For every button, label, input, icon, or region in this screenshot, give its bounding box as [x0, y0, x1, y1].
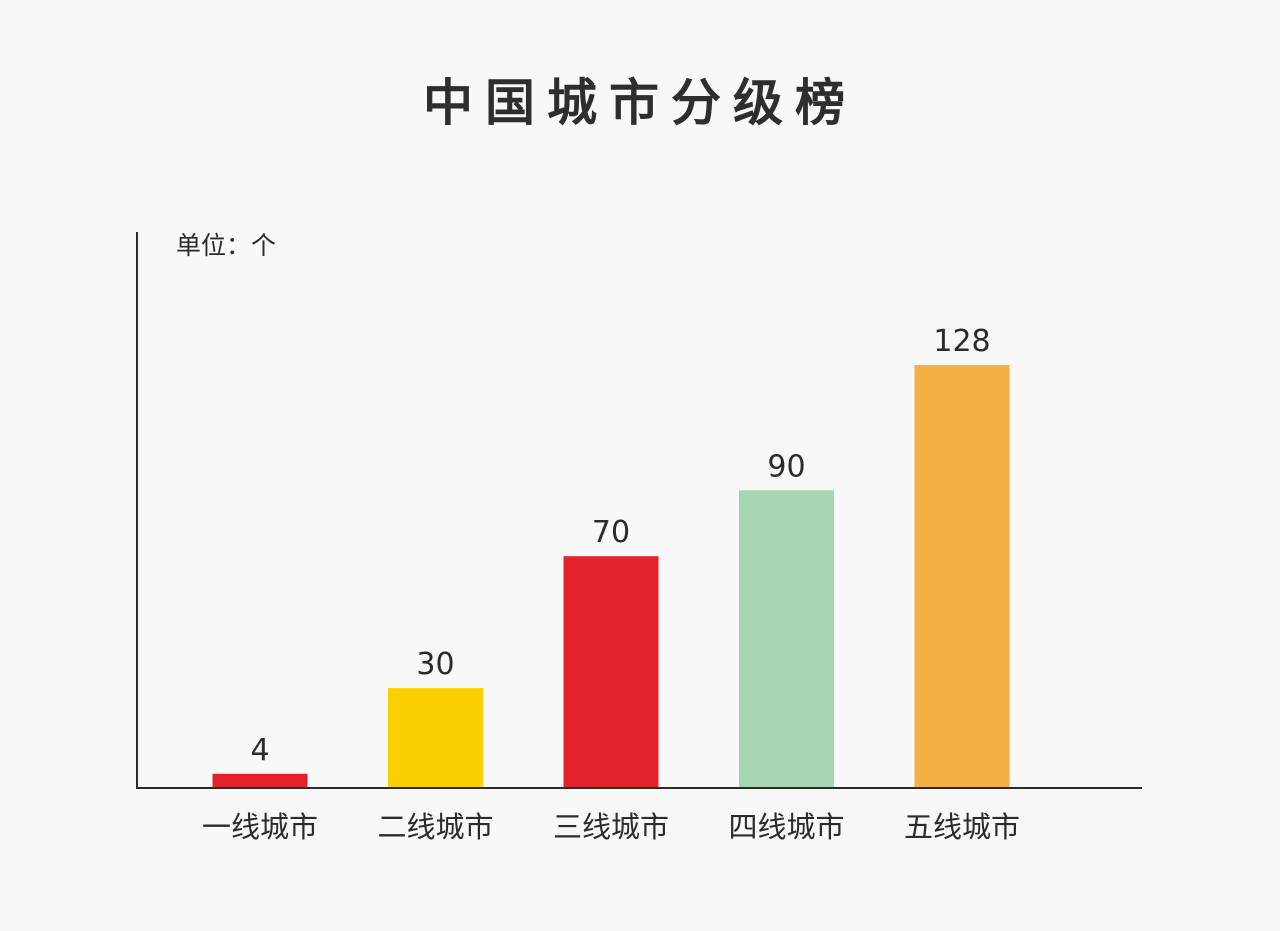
bar-1	[212, 773, 308, 787]
value-label-2: 30	[416, 647, 454, 682]
unit-label: 单位：个	[176, 231, 276, 260]
category-label-2: 二线城市	[377, 810, 493, 844]
bars-group: 4 一线城市 30 二线城市 70 三线城市 90 四线城市 128 五线城市	[202, 324, 1020, 844]
value-label-1: 4	[250, 733, 269, 768]
category-label-3: 三线城市	[553, 810, 669, 844]
chart-title: 中国城市分级榜	[423, 74, 857, 132]
value-label-4: 90	[767, 449, 805, 484]
value-label-5: 128	[933, 324, 990, 359]
category-label-5: 五线城市	[904, 810, 1020, 844]
category-label-4: 四线城市	[728, 810, 844, 844]
bar-2	[388, 688, 483, 787]
category-label-1: 一线城市	[202, 810, 318, 844]
bar-4	[739, 490, 834, 787]
value-label-3: 70	[592, 515, 630, 550]
bar-5	[914, 365, 1010, 787]
bar-3	[563, 556, 659, 787]
